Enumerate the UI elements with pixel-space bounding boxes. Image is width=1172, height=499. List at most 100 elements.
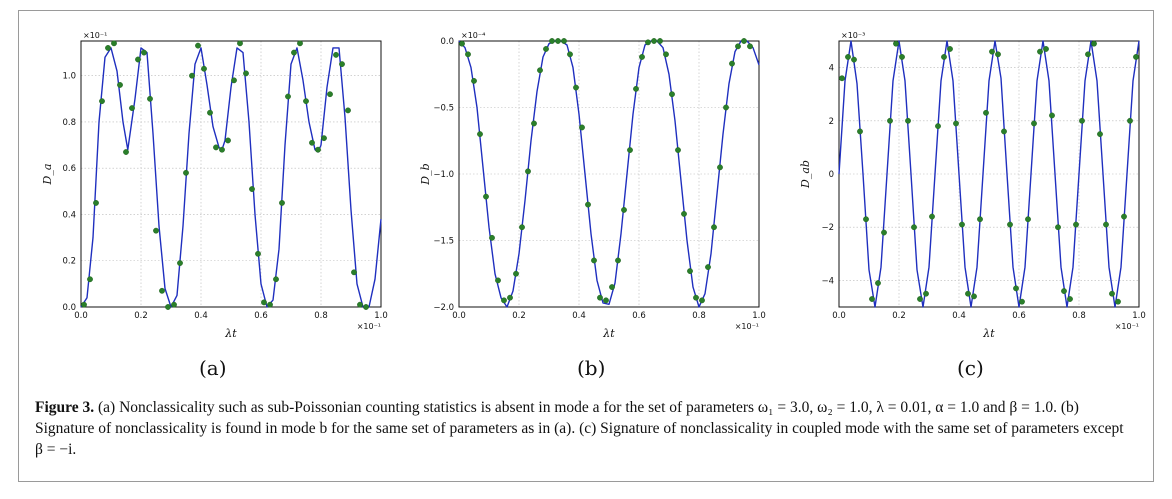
data-point [1097,131,1103,138]
x-tick-label: 0.6 [254,311,268,321]
data-point [153,227,159,234]
data-point [519,224,525,231]
data-point [923,290,929,297]
data-point [693,294,699,301]
data-point [881,229,887,236]
y-tick-label: −1.5 [433,237,454,247]
y-tick-label: 1.0 [62,72,76,82]
data-point [273,276,279,283]
data-point [1031,120,1037,127]
data-point [123,149,129,155]
x-tick-label: 0.6 [632,311,646,321]
x-tick-label: 0.4 [952,311,966,321]
data-point [1133,54,1139,60]
data-point [459,40,465,47]
data-point [627,147,633,153]
y-tick-label: 4 [829,64,834,74]
data-point [699,297,705,304]
x-tick-label: 1.0 [752,311,766,321]
data-point [959,221,965,228]
data-point [597,294,603,301]
x-tick-label: 0.0 [832,311,846,321]
data-point [225,137,231,144]
data-point [899,54,905,60]
data-point [1043,46,1049,52]
data-point [687,268,693,274]
data-point [585,201,591,208]
data-point [339,61,345,68]
data-point [1103,221,1109,228]
chart-panel-a: 0.0 0.2 0.4 0.6 0.8 1.00.00.20.40.60.81.0×10⁻… [41,31,388,340]
data-point [633,85,639,92]
data-point [549,38,555,44]
data-point [935,123,941,130]
y-tick-label: 0.4 [62,210,76,220]
plot-frame [80,40,382,308]
y-tick-label: −4 [821,276,834,286]
data-point [977,216,983,223]
data-point [893,40,899,47]
data-point [567,51,573,58]
subfigure-label-a: (a) [199,356,227,380]
data-point [255,250,261,257]
data-point [953,120,959,127]
caption-text: (a) Nonclassicality such as sub-Poissoni… [35,399,1124,458]
y-exponent: ×10⁻¹ [83,31,107,40]
data-point [845,54,851,60]
data-point [165,304,171,310]
data-point [905,117,911,124]
y-tick-label: −2 [821,223,834,233]
x-tick-label: 0.4 [572,311,586,321]
data-point [507,294,513,301]
data-point [237,40,243,47]
data-point [471,78,477,84]
figure-caption: Figure 3. (a) Nonclassicality such as su… [35,397,1135,460]
data-point [195,42,201,49]
data-point [261,299,267,306]
data-point [1079,117,1085,124]
data-point [249,186,255,192]
y-tick-label: 2 [829,117,834,127]
data-point [965,290,971,297]
data-point [723,104,729,111]
data-point [1037,48,1043,55]
data-point [267,301,273,308]
data-point [315,146,321,153]
data-point [675,147,681,153]
data-point [297,40,303,47]
data-point [621,207,627,213]
data-point [1091,40,1097,47]
data-point [1109,290,1115,297]
data-point [513,270,519,277]
data-point [483,193,489,200]
data-point [279,200,285,206]
data-point [357,301,363,308]
data-point [615,257,621,264]
data-point [345,107,351,114]
data-point [147,95,153,102]
data-point [207,109,213,116]
data-point [947,46,953,52]
data-point [989,48,995,55]
data-point [887,117,893,124]
data-point [1001,128,1007,135]
data-point [351,269,357,276]
x-exponent: ×10⁻¹ [357,322,381,331]
data-point [117,82,123,88]
data-point [543,46,549,52]
x-tick-label: 0.0 [74,311,88,321]
data-point [1061,288,1067,294]
series-line [458,40,760,308]
data-point [971,293,977,300]
data-point [1073,221,1079,228]
data-point [81,301,87,308]
data-point [501,297,507,304]
x-axis-label: λt [602,327,615,340]
y-tick-label: −0.5 [433,104,454,114]
data-point [863,216,869,223]
data-point [857,128,863,135]
data-point [869,296,875,302]
subfigure-label-c: (c) [957,356,984,380]
x-tick-label: 0.6 [1012,311,1026,321]
data-point [995,51,1001,58]
